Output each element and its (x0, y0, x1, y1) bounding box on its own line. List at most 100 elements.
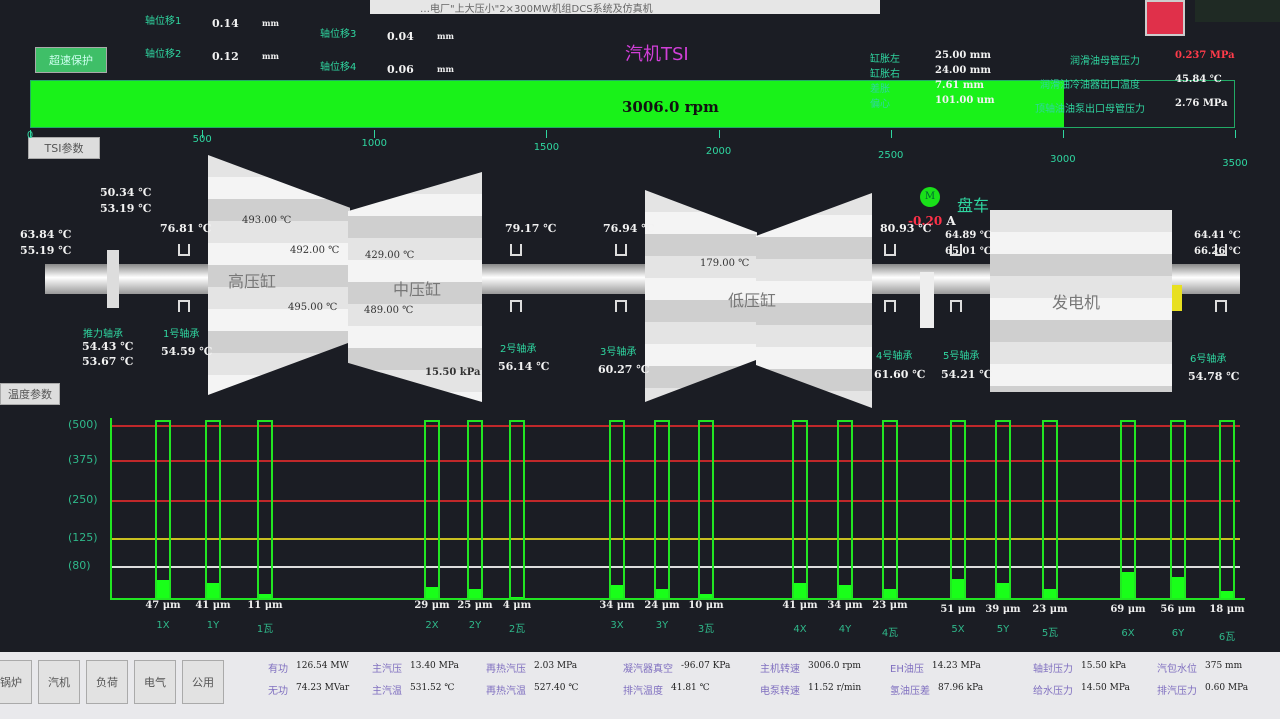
footer-value: 2.03 MPa (534, 661, 578, 671)
footer-cell: 氢油压差 87.96 kPa (890, 682, 983, 697)
vibration-bar (1219, 420, 1235, 598)
lp-casing-left (645, 190, 757, 402)
bearing-top-icon (615, 244, 627, 256)
expansion-value: 24.00 mm (935, 65, 991, 76)
footer-value: 126.54 MW (296, 661, 349, 671)
footer-cell: 电泵转速 11.52 r/min (760, 682, 861, 697)
threshold-line (112, 460, 1240, 462)
hp-temp-1: 493.00 ℃ (242, 215, 292, 226)
footer-label: 轴封压力 (1033, 664, 1073, 675)
vibration-channel: 6X (1121, 628, 1135, 639)
vibration-bar (609, 420, 625, 598)
vibration-bar (654, 420, 670, 598)
speed-tick-label: 2500 (877, 150, 904, 161)
vibration-bar-fill (426, 587, 438, 598)
window-title-bar: …电厂"上大压小"2×300MW机组DCS系统及仿真机 (370, 0, 880, 14)
footer-value: 74.23 MVar (296, 683, 350, 693)
threshold-line (112, 538, 1240, 540)
footer-value: -96.07 KPa (681, 661, 731, 671)
vibration-bar (995, 420, 1011, 598)
thrust-left-1: 63.84 ℃ (20, 228, 72, 241)
speed-tick (1235, 130, 1236, 138)
footer-cell: 给水压力 14.50 MPa (1033, 682, 1130, 697)
speed-tick-label: 500 (192, 134, 212, 145)
vibration-channel: 4Y (838, 624, 852, 635)
tsi-param-button[interactable]: TSI参数 (28, 137, 100, 159)
footer-label: 氢油压差 (890, 686, 930, 697)
footer-value: 13.40 MPa (410, 661, 459, 671)
vibration-bar-fill (1221, 591, 1233, 598)
footer-value: 41.81 ℃ (671, 683, 710, 693)
status-panel (1195, 0, 1280, 22)
speed-tick-label: 0 (26, 130, 34, 141)
axial-label: 轴位移1 (145, 16, 182, 27)
speed-tick (202, 130, 204, 138)
vibration-bar (950, 420, 966, 598)
axial-label: 轴位移4 (320, 62, 357, 73)
expansion-value: 25.00 mm (935, 50, 991, 61)
footer-value: 527.40 ℃ (534, 683, 579, 693)
nav-button[interactable]: 负荷 (86, 660, 128, 704)
y-tick-label: (375) (68, 453, 98, 466)
overspeed-protect-button[interactable]: 超速保护 (35, 47, 107, 73)
footer-cell: 排汽压力 0.60 MPa (1157, 682, 1248, 697)
bearing-temp-bottom: 60.27 ℃ (598, 363, 650, 376)
vibration-bar-fill (700, 594, 712, 598)
nav-button[interactable]: 锅炉 (0, 660, 32, 704)
chart-y-axis (110, 418, 112, 600)
bearing-temp-top: 66.26 ℃ (1194, 246, 1241, 257)
footer-cell: 凝汽器真空 -96.07 KPa (623, 660, 730, 675)
vibration-channel: 5X (951, 624, 965, 635)
lp-label: 低压缸 (728, 291, 777, 310)
footer-cell: EH油压 14.23 MPa (890, 660, 981, 675)
oil-label: 润滑油母管压力 (1070, 56, 1140, 67)
bearing-temp-bottom: 61.60 ℃ (874, 368, 926, 381)
threshold-line (112, 500, 1240, 502)
bearing-temp-bottom: 54.21 ℃ (941, 368, 993, 381)
y-tick-label: (250) (68, 493, 98, 506)
vibration-value: 34 μm (599, 600, 635, 611)
footer-label: 汽包水位 (1157, 664, 1197, 675)
vibration-value: 4 μm (502, 600, 532, 611)
bearing-top-icon (510, 244, 522, 256)
vibration-bar-fill (1172, 577, 1184, 598)
footer-label: 给水压力 (1033, 686, 1073, 697)
turning-motor-icon[interactable]: M (920, 187, 940, 207)
oil-value: 45.84 ℃ (1175, 74, 1222, 85)
vibration-value: 51 μm (940, 604, 976, 615)
vibration-bar (205, 420, 221, 598)
alarm-indicator[interactable] (1145, 0, 1185, 36)
nav-button[interactable]: 电气 (134, 660, 176, 704)
axial-label: 轴位移3 (320, 29, 357, 40)
footer-label: 再热汽温 (486, 686, 526, 697)
vibration-bar-fill (997, 583, 1009, 598)
hp-label: 高压缸 (228, 272, 277, 291)
axial-label: 轴位移2 (145, 49, 182, 60)
bearing-label: 2号轴承 (500, 344, 537, 355)
footer-label: 排汽压力 (1157, 686, 1197, 697)
vibration-value: 23 μm (1032, 604, 1068, 615)
vibration-channel: 1瓦 (256, 624, 274, 635)
nav-button[interactable]: 汽机 (38, 660, 80, 704)
vibration-channel: 5瓦 (1041, 628, 1059, 639)
vibration-bar-fill (511, 596, 523, 598)
expansion-label: 缸胀左 (870, 54, 900, 65)
y-tick-label: (500) (68, 418, 98, 431)
footer-label: 有功 (268, 664, 288, 675)
vibration-bar (467, 420, 483, 598)
footer-label: 无功 (268, 686, 288, 697)
footer-cell: 主汽温 531.52 ℃ (372, 682, 454, 697)
vibration-channel: 1Y (206, 620, 220, 631)
ip-temp-1: 429.00 ℃ (365, 250, 415, 261)
speed-tick-label: 1000 (361, 138, 387, 149)
vibration-bar (837, 420, 853, 598)
exhaust-pressure: 15.50 kPa (425, 367, 481, 378)
nav-button[interactable]: 公用 (182, 660, 224, 704)
vibration-bar-fill (259, 593, 271, 598)
vibration-value: 56 μm (1160, 604, 1196, 615)
vibration-bar (698, 420, 714, 598)
vibration-bar (1042, 420, 1058, 598)
footer-value: 0.60 MPa (1205, 683, 1249, 693)
temp-param-button[interactable]: 温度参数 (0, 383, 60, 405)
vibration-bar-fill (207, 582, 219, 598)
